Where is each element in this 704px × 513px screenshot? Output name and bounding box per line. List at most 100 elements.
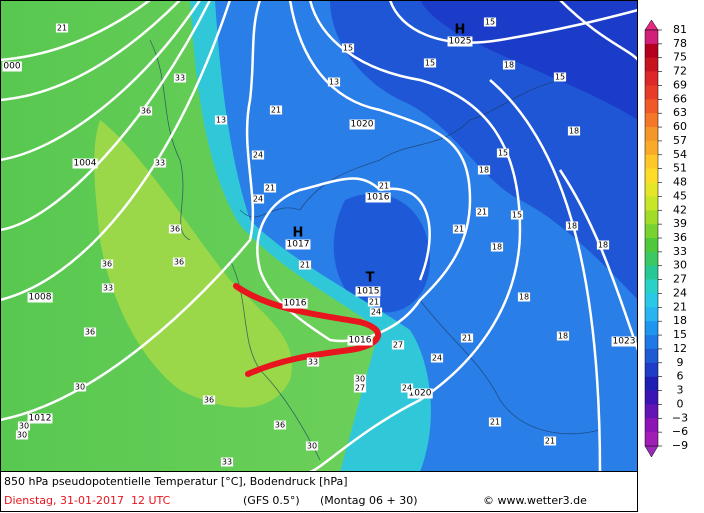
isobar-label: 1016	[282, 298, 308, 309]
temperature-label: 18	[490, 242, 504, 252]
temperature-label: 30	[17, 421, 31, 431]
colorbar-segment	[645, 140, 658, 156]
colorbar: 8178757269666360575451484542393633302724…	[644, 19, 688, 458]
temperature-label: 18	[477, 165, 491, 175]
temperature-label-text: 30	[355, 375, 365, 384]
temperature-label-box	[273, 420, 287, 430]
colorbar-label: 18	[673, 314, 687, 327]
temperature-label-text: 15	[425, 59, 435, 68]
colorbar-segment	[645, 71, 658, 86]
colorbar-label: 48	[673, 176, 687, 189]
map-frame	[0, 0, 638, 472]
temperature-label: 21	[475, 207, 489, 217]
temperature-label: 33	[220, 457, 234, 467]
temperature-label-box	[83, 327, 97, 337]
temperature-label-box	[430, 353, 444, 363]
colorbar-label: −6	[672, 425, 688, 438]
temperature-label-box	[269, 105, 283, 115]
temperature-label-text: 21	[57, 24, 67, 33]
colorbar-label: 78	[673, 37, 687, 50]
colorbar-label: 3	[677, 384, 684, 397]
temperature-label-text: 18	[598, 241, 608, 250]
temperature-label: 36	[172, 257, 186, 267]
temperature-label: 18	[517, 292, 531, 302]
temperature-label: 21	[488, 417, 502, 427]
temperature-label-text: 30	[19, 422, 29, 431]
colorbar-segment	[645, 404, 658, 419]
temperature-label: 21	[298, 260, 312, 270]
temperature-label-text: 21	[265, 184, 275, 193]
colorbar-segment	[645, 210, 658, 225]
colorbar-label: 75	[673, 51, 687, 64]
temperature-label: 21	[452, 224, 466, 234]
colorbar-segment	[645, 418, 658, 433]
temperature-label: 15	[510, 210, 524, 220]
temperature-label-text: 21	[545, 437, 555, 446]
temperature-label-box	[251, 150, 265, 160]
isobars	[0, 0, 640, 472]
temperature-label-text: 33	[175, 74, 185, 83]
isobar-label-box	[27, 413, 53, 424]
temperature-label-text: 24	[371, 308, 381, 317]
temperature-label-box	[490, 242, 504, 252]
temperature-label-box	[306, 357, 320, 367]
temperature-label: 15	[483, 17, 497, 27]
temperature-label-text: 21	[454, 225, 464, 234]
temperature-label-box	[452, 224, 466, 234]
temperature-label-text: 33	[155, 159, 165, 168]
colorbar-segment	[645, 224, 658, 239]
temperature-label-box	[353, 374, 367, 384]
temperature-label: 13	[327, 77, 341, 87]
colorbar-label: 42	[673, 203, 687, 216]
colorbar-segment	[645, 335, 658, 350]
isobar-label-text: 000	[3, 62, 20, 72]
temperature-label: 18	[556, 331, 570, 341]
colorbar-label: 9	[677, 356, 684, 369]
temperature-label: 30	[73, 382, 87, 392]
footer	[0, 472, 638, 512]
temperature-label-text: 18	[567, 222, 577, 231]
temperature-label: 30	[305, 441, 319, 451]
temperature-label-text: 33	[222, 458, 232, 467]
temperature-label-box	[341, 43, 355, 53]
temperature-label-text: 36	[170, 225, 180, 234]
temperature-label-box	[543, 436, 557, 446]
isobar-label-box	[282, 298, 308, 309]
temperature-label-box	[400, 383, 414, 393]
temperature-label-text: 36	[275, 421, 285, 430]
pressure-center: H	[455, 23, 466, 38]
temperature-label-box	[377, 181, 391, 191]
colorbar-segment	[645, 43, 658, 59]
temperature-label: 24	[400, 383, 414, 393]
temperature-label-box	[517, 292, 531, 302]
temperature-label: 21	[263, 183, 277, 193]
temperature-label-text: 21	[462, 334, 472, 343]
isobar-label-box	[349, 119, 375, 130]
temperature-label: 30	[353, 374, 367, 384]
temperature-label: 36	[139, 106, 153, 116]
temperature-label-text: 13	[329, 78, 339, 87]
isobar-label-text: 1017	[287, 240, 310, 250]
isobar-label-text: 1016	[349, 336, 372, 346]
isobar-label: 1017	[285, 239, 311, 250]
colorbar-segment	[645, 168, 658, 183]
temperature-label-text: 24	[253, 195, 263, 204]
isobar-label-box	[285, 239, 311, 250]
colorbar-label: 60	[673, 120, 687, 133]
temperature-label: 15	[423, 58, 437, 68]
temperature-label: 36	[202, 395, 216, 405]
front-line	[233, 283, 382, 377]
temperature-label: 33	[153, 158, 167, 168]
colorbar-segment	[645, 238, 658, 253]
isobar-label: 1016	[365, 192, 391, 203]
colorbar-label: 66	[673, 92, 687, 105]
temperature-label-box	[567, 126, 581, 136]
isobar-label: 1016	[347, 335, 373, 346]
temperature-label-text: 24	[432, 354, 442, 363]
isobar-label-text: 1008	[29, 293, 52, 303]
colorbar-segment	[645, 293, 658, 308]
isobar-label-text: 1020	[351, 120, 374, 130]
pressure-center: T	[366, 271, 375, 286]
colorbar-top-arrow	[644, 19, 659, 31]
temperature-label: 36	[168, 224, 182, 234]
